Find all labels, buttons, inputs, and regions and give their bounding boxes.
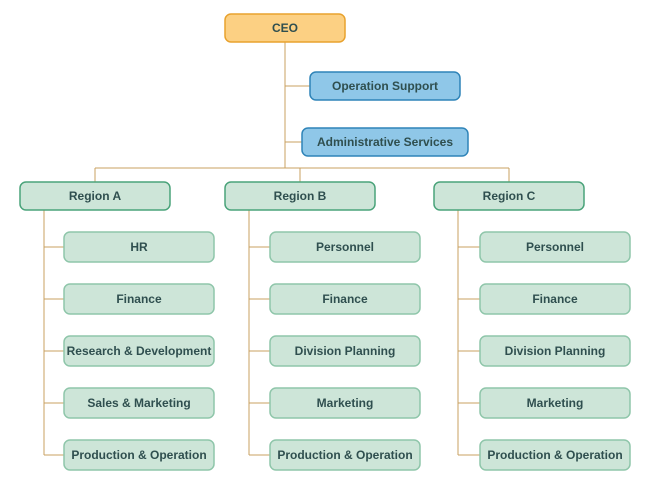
ceo-node: CEO xyxy=(225,14,345,42)
regionC-dept-2: Division Planning xyxy=(480,336,630,366)
regionC-dept-4-label: Production & Operation xyxy=(487,448,622,462)
operation-support-node: Operation Support xyxy=(310,72,460,100)
administrative-services-node-label: Administrative Services xyxy=(317,135,453,149)
regionA-dept-0-label: HR xyxy=(130,240,148,254)
regionA-dept-3: Sales & Marketing xyxy=(64,388,214,418)
regionB-dept-3: Marketing xyxy=(270,388,420,418)
regionB-dept-4: Production & Operation xyxy=(270,440,420,470)
regionC-dept-0: Personnel xyxy=(480,232,630,262)
regionB-dept-3-label: Marketing xyxy=(317,396,374,410)
regionC-dept-3: Marketing xyxy=(480,388,630,418)
region-b-node: Region B xyxy=(225,182,375,210)
region-c-node: Region C xyxy=(434,182,584,210)
regionC-dept-3-label: Marketing xyxy=(527,396,584,410)
region-a-node-label: Region A xyxy=(69,189,122,203)
regionC-dept-1: Finance xyxy=(480,284,630,314)
regionB-dept-4-label: Production & Operation xyxy=(277,448,412,462)
regionB-dept-1: Finance xyxy=(270,284,420,314)
region-c-node-label: Region C xyxy=(483,189,536,203)
regionB-dept-0: Personnel xyxy=(270,232,420,262)
operation-support-node-label: Operation Support xyxy=(332,79,438,93)
regionA-dept-3-label: Sales & Marketing xyxy=(87,396,190,410)
regionA-dept-0: HR xyxy=(64,232,214,262)
nodes-layer: CEO Operation Support Administrative Servi… xyxy=(20,14,630,470)
administrative-services-node: Administrative Services xyxy=(302,128,468,156)
regionA-dept-2: Research & Development xyxy=(64,336,214,366)
region-a-node: Region A xyxy=(20,182,170,210)
regionC-dept-0-label: Personnel xyxy=(526,240,584,254)
regionC-dept-2-label: Division Planning xyxy=(505,344,606,358)
region-b-node-label: Region B xyxy=(274,189,327,203)
regionB-dept-0-label: Personnel xyxy=(316,240,374,254)
regionC-dept-4: Production & Operation xyxy=(480,440,630,470)
regionB-dept-2: Division Planning xyxy=(270,336,420,366)
regionB-dept-2-label: Division Planning xyxy=(295,344,396,358)
regionA-dept-2-label: Research & Development xyxy=(67,344,212,358)
regionC-dept-1-label: Finance xyxy=(532,292,578,306)
regionA-dept-1: Finance xyxy=(64,284,214,314)
ceo-node-label: CEO xyxy=(272,21,298,35)
regionB-dept-1-label: Finance xyxy=(322,292,368,306)
regionA-dept-4: Production & Operation xyxy=(64,440,214,470)
regionA-dept-4-label: Production & Operation xyxy=(71,448,206,462)
regionA-dept-1-label: Finance xyxy=(116,292,162,306)
org-chart: CEO Operation Support Administrative Servi… xyxy=(0,0,650,504)
